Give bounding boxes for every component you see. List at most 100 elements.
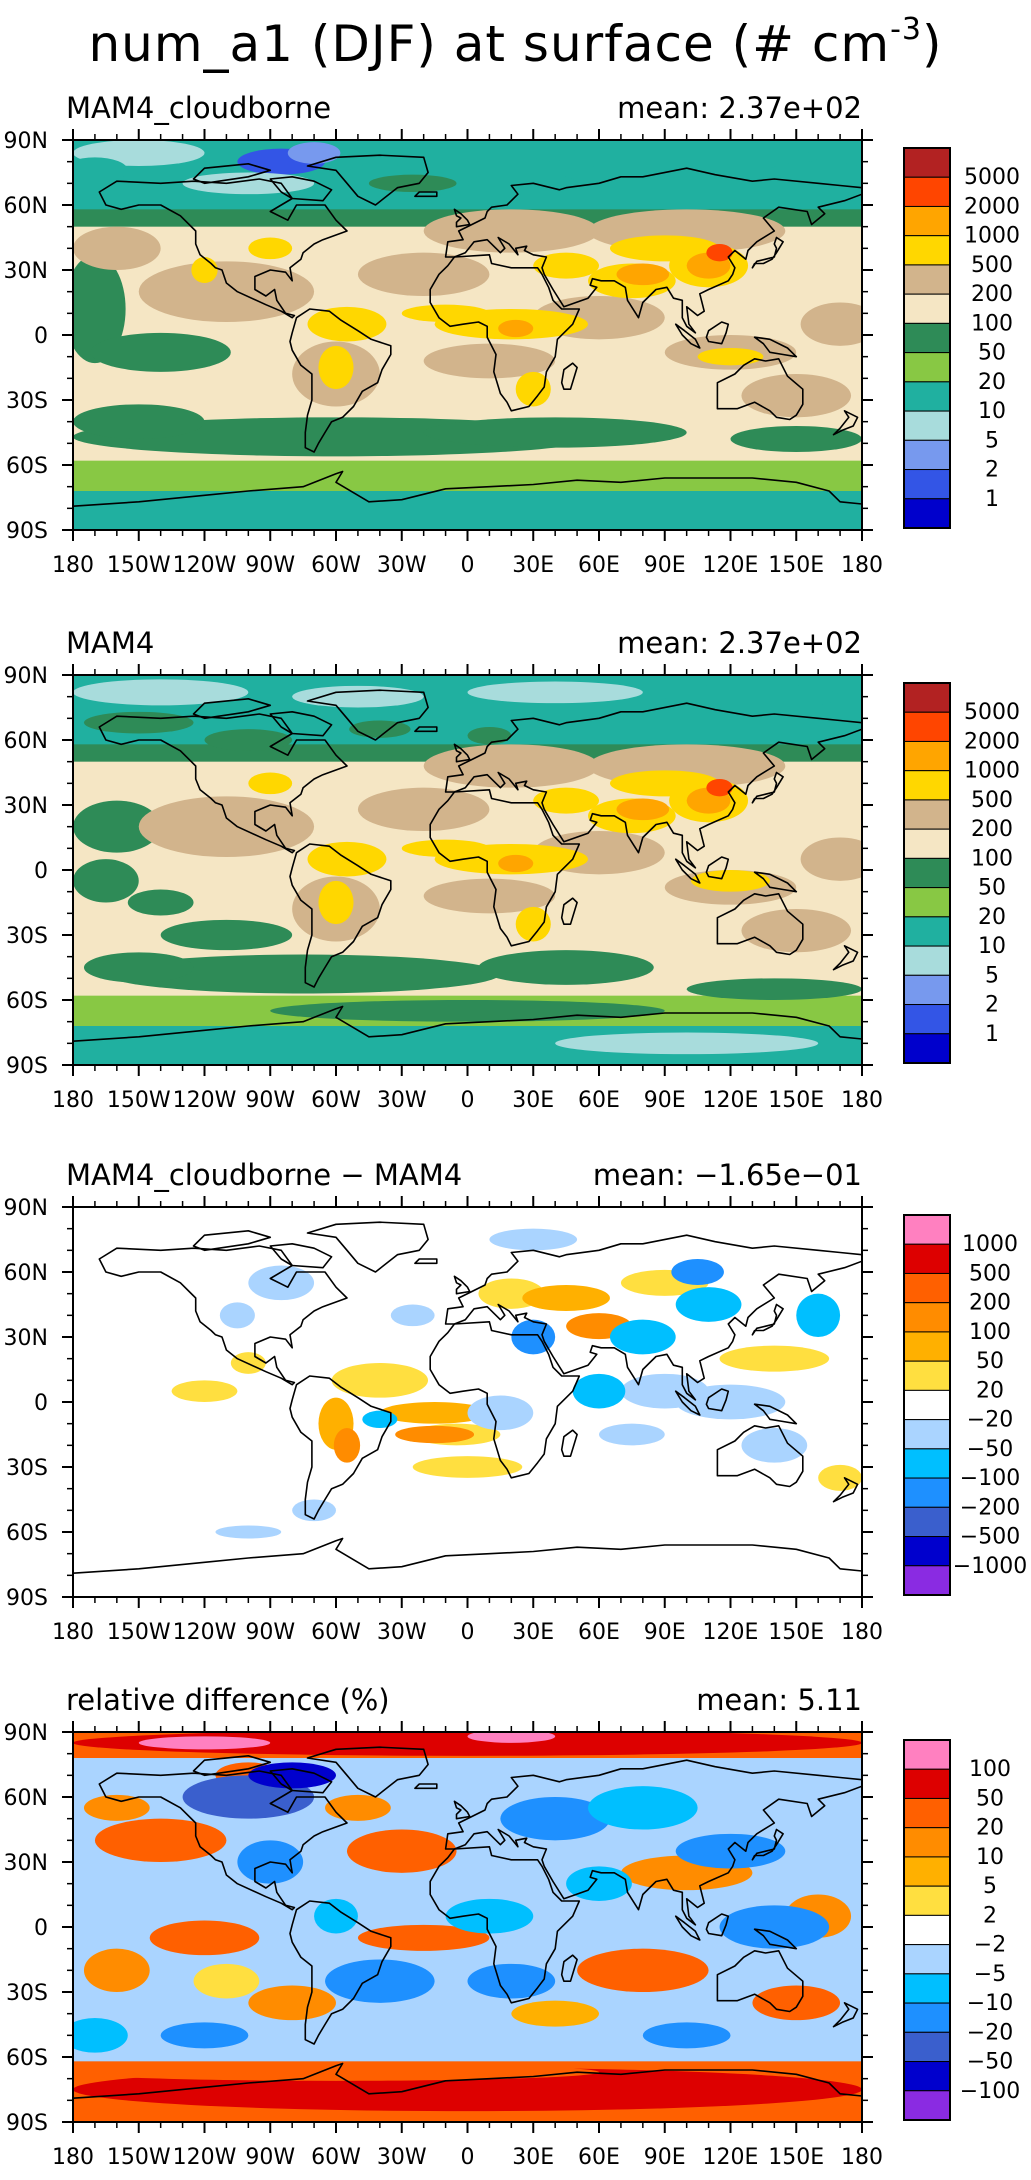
- y-tick-label: 60S: [6, 989, 48, 1014]
- colorbar-box: [903, 469, 951, 500]
- band-antarctic: [73, 491, 862, 530]
- y-tick-label: 60S: [6, 1521, 48, 1546]
- panel-title: MAM4_cloudborne − MAM4: [66, 1158, 462, 1192]
- colorbar-label: −20: [967, 2020, 1013, 2045]
- x-tick-label: 30W: [377, 553, 427, 578]
- panel-title: MAM4: [66, 626, 154, 660]
- colorbar-label: 10: [978, 934, 1006, 959]
- colorbar-label: 500: [971, 788, 1013, 813]
- coastline-britain: [453, 743, 471, 763]
- colorbar-box: [903, 2090, 951, 2121]
- contour-patch: [401, 839, 490, 857]
- y-tick-label: 60S: [6, 454, 48, 479]
- contour-patch: [533, 787, 599, 814]
- y-tick-label: 60N: [4, 1786, 48, 1811]
- colorbar-label: −200: [960, 1495, 1020, 1520]
- coastline-namerica: [98, 178, 348, 319]
- contour-patch: [127, 889, 194, 916]
- colorbar-label: 1000: [964, 759, 1020, 784]
- coastline-africa: [429, 1321, 581, 1479]
- contour-patch: [572, 1373, 626, 1409]
- coastline-newguinea: [753, 336, 798, 358]
- x-tick-label: 150W: [107, 1088, 171, 1113]
- panel-mean-label: mean: 2.37e+02: [617, 626, 862, 660]
- contour-patch: [73, 679, 249, 706]
- y-tick-label: 0: [34, 859, 48, 884]
- colorbar-box: [903, 1944, 951, 1975]
- contour-patch: [83, 952, 194, 983]
- y-tick-label: 30S: [6, 924, 48, 949]
- x-tick-label: 30E: [512, 1088, 554, 1113]
- colorbar-frame: [903, 147, 951, 529]
- coastline-baffin: [269, 176, 333, 202]
- colorbar-box: [903, 1448, 951, 1479]
- contour-patch: [73, 1732, 862, 1756]
- colorbar-label: 2000: [964, 729, 1020, 754]
- coastline-japan: [751, 1828, 784, 1861]
- coastline-japan: [751, 1303, 784, 1336]
- contour-patch: [533, 252, 599, 279]
- contour-patch: [83, 1794, 150, 1821]
- colorbar-box: [903, 1004, 951, 1035]
- x-tick-label: 90E: [644, 1088, 686, 1113]
- y-tick-label: 30N: [4, 1326, 48, 1351]
- contour-patch: [577, 1948, 709, 1992]
- contour-patch: [219, 1302, 255, 1329]
- contour-patch: [379, 1402, 490, 1424]
- colorbar-label: −100: [960, 2079, 1020, 2104]
- contour-patch: [706, 779, 733, 797]
- x-tick-label: 60E: [578, 1620, 620, 1645]
- contour-patch: [325, 1959, 435, 2003]
- coastline-madagascar: [560, 1429, 578, 1458]
- colorbar-box: [903, 974, 951, 1006]
- colorbar-label: −2: [974, 1933, 1006, 1958]
- y-tick-label: 90N: [4, 1721, 48, 1746]
- x-tick-label: 60W: [311, 2145, 361, 2170]
- colorbar-label: −1000: [953, 1554, 1027, 1579]
- x-tick-label: 150E: [768, 1620, 824, 1645]
- y-tick-label: 30N: [4, 794, 48, 819]
- contour-patch: [248, 237, 293, 260]
- colorbar-box: [903, 916, 951, 947]
- y-tick-label: 90N: [4, 1196, 48, 1221]
- contour-patch: [467, 172, 578, 195]
- band-southern: [73, 460, 862, 491]
- contour-patch: [423, 155, 556, 177]
- contour-patch: [138, 1736, 271, 1750]
- colorbar-box: [903, 1477, 951, 1508]
- colorbar-label: 50: [976, 1786, 1004, 1811]
- x-tick-label: 120E: [703, 553, 759, 578]
- contour-patch: [362, 1410, 398, 1428]
- colorbar-label: 5: [983, 1874, 997, 1899]
- coastline-japan: [751, 236, 784, 269]
- x-tick-label: 150E: [768, 1088, 824, 1113]
- contour-patch: [248, 1985, 336, 2021]
- map-field: [73, 140, 862, 530]
- colorbar-label: 50: [978, 876, 1006, 901]
- coastline-namerica: [98, 1245, 348, 1386]
- contour-patch: [555, 144, 819, 171]
- x-tick-label: 30E: [512, 1620, 554, 1645]
- figure-title-text: num_a1 (DJF) at surface (# cm: [88, 15, 891, 73]
- contour-patch: [138, 261, 315, 322]
- coastline-africa: [429, 789, 581, 947]
- coastline-greenland: [306, 1221, 429, 1273]
- contour-patch: [390, 1304, 435, 1327]
- x-tick-label: 180: [841, 1088, 883, 1113]
- contour-patch: [248, 1762, 336, 1789]
- contour-patch: [138, 1888, 183, 1923]
- contour-patch: [105, 954, 501, 994]
- colorbar-box: [903, 1797, 951, 1829]
- x-tick-label: 150E: [768, 553, 824, 578]
- x-tick-label: 0: [461, 553, 475, 578]
- contour-patch: [73, 157, 128, 184]
- coastline-japan: [751, 771, 784, 804]
- contour-patch: [616, 798, 670, 821]
- colorbar-box: [903, 1827, 951, 1858]
- contour-patch: [160, 919, 293, 951]
- colorbar-box: [903, 381, 951, 412]
- colorbar-label: 50: [978, 341, 1006, 366]
- contour-patch: [346, 1829, 457, 1873]
- colorbar-label: 1: [985, 1022, 999, 1047]
- colorbar-box: [903, 740, 951, 772]
